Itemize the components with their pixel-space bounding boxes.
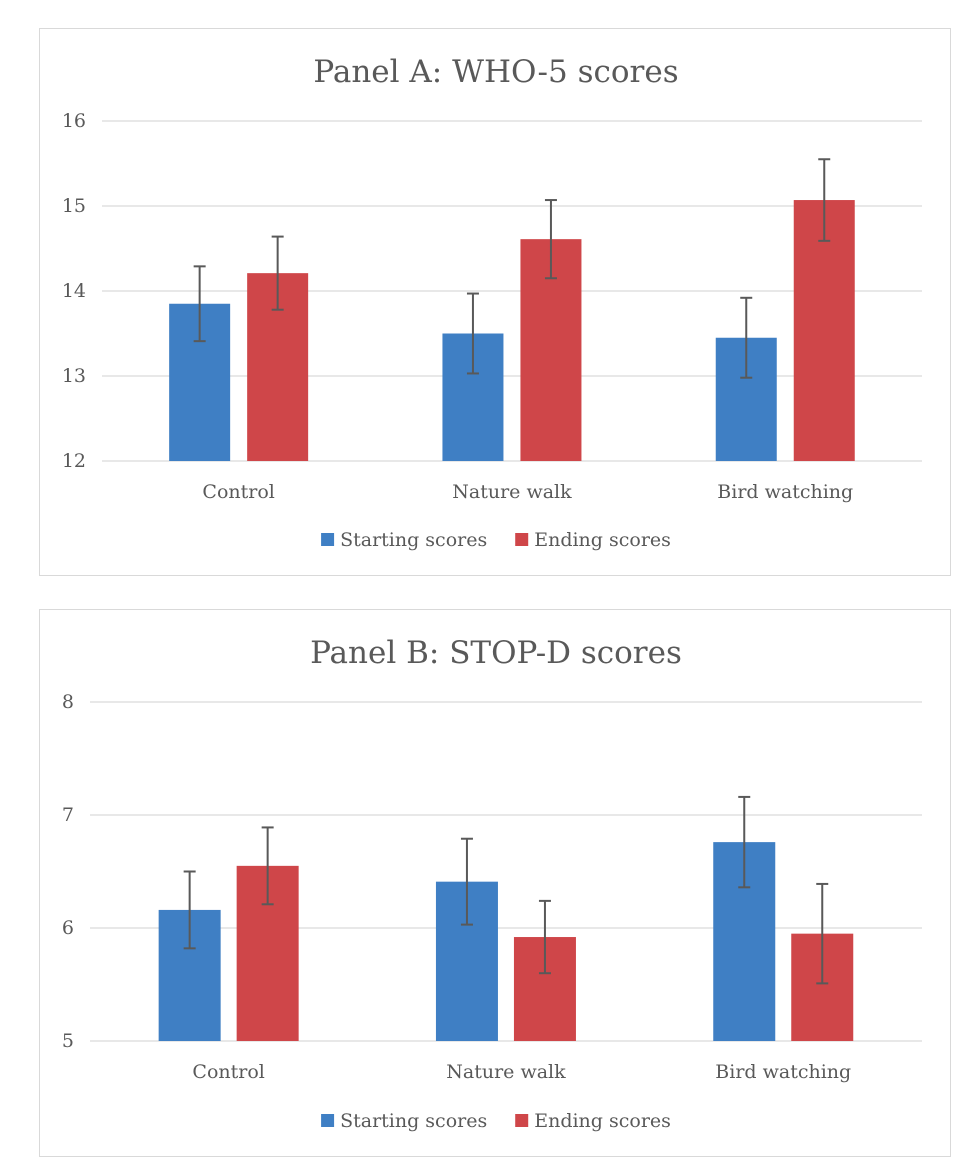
error-bar [466,292,479,375]
chart-title: Panel A: WHO-5 scores [313,54,678,90]
error-bar [816,882,829,985]
error-bar [460,837,473,926]
y-tick-label: 5 [62,1030,74,1052]
category-label: Control [202,481,274,503]
y-tick-label: 12 [62,450,86,472]
legend-label: Ending scores [534,1110,671,1132]
y-tick-label: 6 [62,917,74,939]
chart-panel-a: Panel A: WHO-5 scores 12 13 14 15 16 Control… [39,28,951,576]
legend-label: Starting scores [340,1110,487,1132]
category-label: Nature walk [452,481,572,503]
legend-swatch [515,1114,529,1127]
category-label: Bird watching [717,481,853,503]
y-tick-label: 14 [62,280,86,302]
chart-panel-b-svg: Panel B: STOP-D scores 5 6 7 8 Control Natur… [62,635,922,1132]
error-bar [738,795,751,889]
error-bar [261,826,274,906]
y-tick-label: 7 [62,804,74,826]
chart-panel-a-svg: Panel A: WHO-5 scores 12 13 14 15 16 Control… [62,54,922,551]
error-bar [538,899,551,975]
chart-title: Panel B: STOP-D scores [310,635,682,671]
category-label: Bird watching [715,1061,851,1083]
error-bar [183,870,196,950]
legend-swatch [321,533,335,546]
y-tick-label: 13 [62,365,86,387]
legend-item: Ending scores [515,1110,671,1132]
bar [793,200,855,462]
y-tick-label: 15 [62,195,86,217]
error-bar [818,158,831,242]
category-label: Nature walk [446,1061,566,1083]
legend-label: Ending scores [534,529,671,551]
error-bar [193,265,206,343]
error-bar [271,235,284,311]
legend-item: Starting scores [321,1110,487,1132]
legend-item: Starting scores [321,529,487,551]
category-label: Control [192,1061,264,1083]
legend-item: Ending scores [515,529,671,551]
chart-panel-b: Panel B: STOP-D scores 5 6 7 8 Control Natur… [39,609,951,1157]
y-tick-label: 16 [62,110,86,132]
error-bar [740,296,753,379]
legend-label: Starting scores [340,529,487,551]
legend-swatch [515,533,529,546]
y-tick-label: 8 [62,691,74,713]
legend-swatch [321,1114,335,1127]
error-bar [544,199,557,280]
